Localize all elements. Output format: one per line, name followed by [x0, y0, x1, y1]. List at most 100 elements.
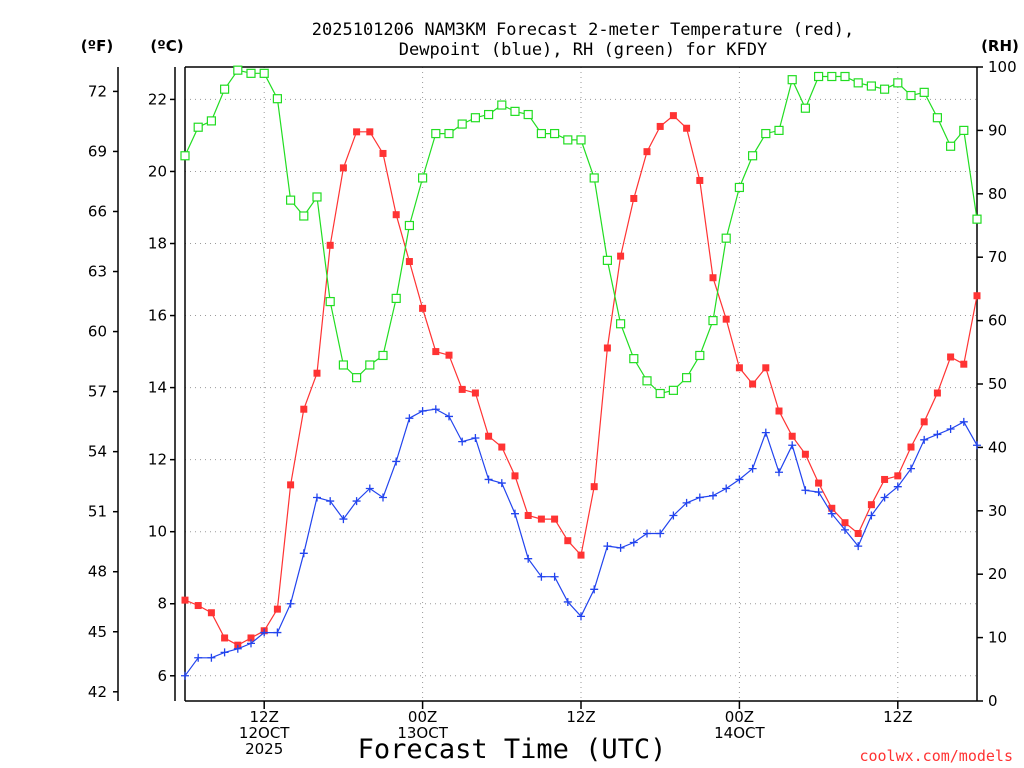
- rh-point: [774, 125, 784, 136]
- rh-point: [206, 116, 216, 126]
- rh-point: [510, 106, 520, 116]
- dewpoint-point: [603, 542, 612, 551]
- fahrenheit-tick-label: 54: [88, 443, 107, 461]
- rh-point: [444, 128, 454, 139]
- dewpoint-point: [220, 648, 229, 657]
- temperature-point: [709, 274, 717, 282]
- temperature-point: [194, 602, 202, 610]
- rh-point: [259, 68, 269, 78]
- rh-point: [681, 373, 692, 383]
- data-series: [180, 65, 982, 680]
- rh-point: [457, 119, 467, 129]
- temperature-point: [432, 348, 440, 356]
- dewpoint-point: [392, 457, 401, 466]
- temperature-point: [339, 164, 347, 172]
- celsius-tick-label: 10: [148, 523, 167, 541]
- rh-point: [576, 135, 586, 145]
- dewpoint-point: [352, 497, 361, 506]
- temperature-point: [841, 519, 849, 527]
- rh-tick-label: 90: [988, 121, 1007, 139]
- dewpoint-point: [854, 542, 863, 551]
- dewpoint-point: [471, 434, 480, 443]
- temperature-point: [788, 432, 796, 440]
- rh-point: [800, 103, 811, 113]
- x-tick-label: 12Z: [566, 708, 595, 726]
- dewpoint-point: [616, 543, 625, 552]
- dewpoint-point: [629, 538, 638, 547]
- x-tick-label: 14OCT: [714, 724, 765, 742]
- rh-point: [893, 78, 903, 88]
- temperature-point: [511, 472, 519, 480]
- temperature-point: [630, 194, 638, 202]
- dewpoint-point: [339, 515, 348, 524]
- rh-point: [959, 125, 969, 136]
- rh-point: [655, 388, 665, 399]
- rh-point: [629, 354, 639, 364]
- fahrenheit-tick-label: 48: [88, 563, 107, 581]
- fahrenheit-tick-label: 51: [88, 503, 107, 521]
- temperature-point: [379, 149, 387, 157]
- temperature-point: [828, 504, 836, 512]
- rh-point: [352, 373, 362, 383]
- celsius-tick-label: 14: [148, 379, 167, 397]
- rh-point: [246, 68, 256, 78]
- rh-tick-label: 100: [988, 58, 1017, 76]
- temperature-point: [326, 241, 334, 249]
- temperature-point: [801, 450, 809, 458]
- rh-point: [470, 113, 480, 123]
- dewpoint-point: [233, 644, 242, 653]
- dewpoint-point: [458, 437, 467, 446]
- rh-point: [853, 78, 863, 88]
- rh-point: [813, 71, 824, 82]
- rh-point: [642, 376, 652, 386]
- temperature-point: [775, 407, 783, 415]
- celsius-tick-label: 22: [148, 90, 167, 108]
- rh-point: [589, 173, 599, 183]
- temperature-point: [537, 515, 545, 523]
- temperature-point: [947, 353, 955, 361]
- dewpoint-point: [814, 488, 823, 497]
- temperature-point: [366, 128, 374, 136]
- dewpoint-point: [577, 612, 585, 621]
- temperature-point: [247, 634, 255, 642]
- dewpoint-point: [867, 511, 876, 520]
- rh-axis-label: (RH): [981, 37, 1019, 55]
- rh-point: [338, 360, 348, 370]
- rh-tick-label: 10: [988, 629, 1007, 647]
- rh-tick-label: 60: [988, 312, 1007, 330]
- rh-point: [708, 316, 718, 326]
- rh-point: [497, 100, 507, 110]
- x-tick-label: 12OCT: [239, 724, 290, 742]
- dewpoint-point: [933, 430, 942, 439]
- dewpoint-point: [695, 493, 704, 502]
- temperature-point: [273, 605, 281, 613]
- dewpoint-point: [761, 428, 770, 437]
- x-tick-label: 00Z: [725, 708, 754, 726]
- fahrenheit-tick-label: 60: [88, 323, 107, 341]
- temperature-point: [405, 258, 413, 266]
- dewpoint-point: [445, 412, 453, 421]
- rh-point: [734, 182, 745, 193]
- temperature-point: [392, 211, 400, 219]
- rh-point: [721, 233, 731, 243]
- rh-point: [866, 81, 877, 91]
- temperature-point: [920, 418, 928, 426]
- rh-point: [787, 75, 797, 85]
- fahrenheit-tick-label: 42: [88, 683, 107, 701]
- dewpoint-point: [365, 484, 374, 493]
- temperature-point: [854, 529, 862, 537]
- temperature-point: [683, 124, 691, 132]
- dewpoint-point: [405, 414, 414, 423]
- watermark: coolwx.com/models: [859, 747, 1013, 765]
- dewpoint-point: [247, 639, 255, 648]
- temperature-point: [590, 483, 598, 491]
- chart-title-line-1: 2025101206 NAM3KM Forecast 2-meter Tempe…: [312, 20, 854, 40]
- dewpoint-point: [326, 497, 335, 506]
- dewpoint-point: [880, 493, 889, 502]
- celsius-tick-label: 20: [148, 162, 167, 180]
- dewpoint-point: [431, 405, 440, 414]
- temperature-point: [485, 432, 493, 440]
- temperature-point: [577, 551, 585, 559]
- rh-point: [615, 319, 626, 329]
- temperature-point: [894, 472, 902, 480]
